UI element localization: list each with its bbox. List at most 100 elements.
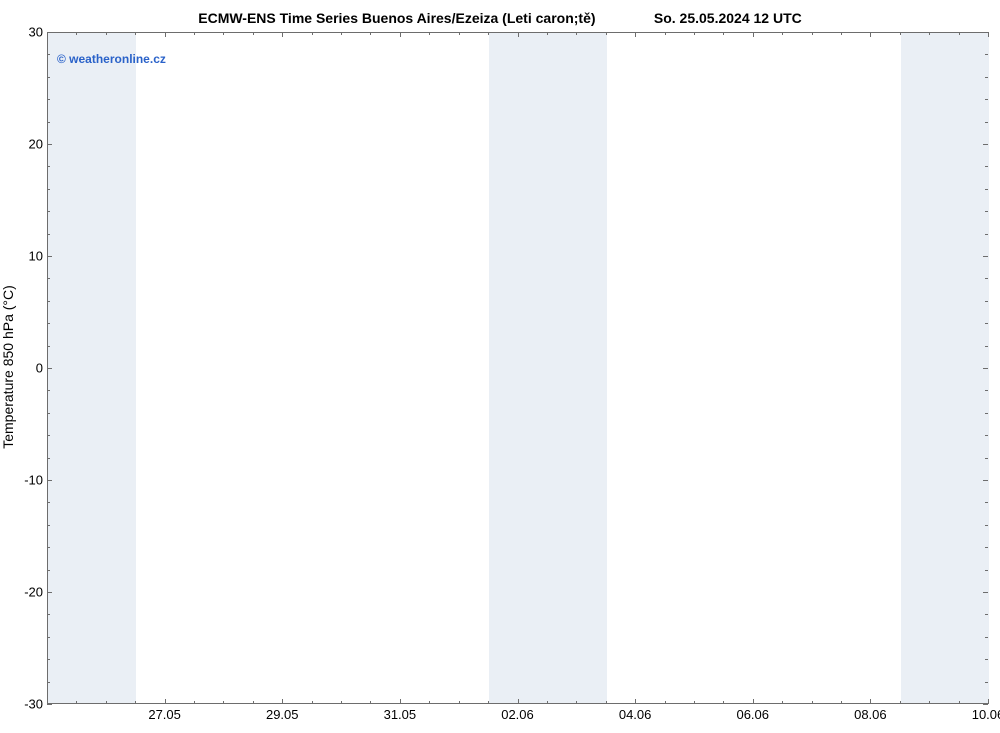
y-minor-tick [985,211,988,212]
y-tick-mark [47,368,52,369]
x-minor-tick [370,32,371,35]
x-minor-tick [370,701,371,704]
y-minor-tick [47,166,50,167]
y-minor-tick [985,525,988,526]
y-minor-tick [47,189,50,190]
y-minor-tick [47,637,50,638]
x-tick-mark [282,32,283,37]
y-minor-tick [47,122,50,123]
y-minor-tick [47,211,50,212]
x-tick-mark [400,32,401,37]
x-minor-tick [429,32,430,35]
y-minor-tick [47,346,50,347]
y-minor-tick [985,682,988,683]
y-minor-tick [47,435,50,436]
y-minor-tick [985,54,988,55]
x-tick-label: 06.06 [736,707,769,722]
y-minor-tick [985,390,988,391]
y-tick-mark [983,256,988,257]
x-minor-tick [429,701,430,704]
watermark-text: © weatheronline.cz [57,52,166,66]
x-minor-tick [576,32,577,35]
y-minor-tick [47,458,50,459]
x-minor-tick [841,701,842,704]
y-minor-tick [985,637,988,638]
y-tick-mark [983,480,988,481]
y-minor-tick [985,166,988,167]
x-minor-tick [547,32,548,35]
chart-container: ECMW-ENS Time Series Buenos Aires/Ezeiza… [0,0,1000,733]
y-minor-tick [985,234,988,235]
x-minor-tick [135,32,136,35]
y-minor-tick [47,77,50,78]
x-tick-mark [518,699,519,704]
weekend-band [489,33,607,703]
x-minor-tick [694,701,695,704]
x-tick-mark [635,699,636,704]
x-tick-label: 29.05 [266,707,299,722]
x-minor-tick [47,701,48,704]
x-minor-tick [929,701,930,704]
y-minor-tick [985,346,988,347]
x-tick-label: 02.06 [501,707,534,722]
x-tick-label: 10.06 [972,707,1000,722]
x-minor-tick [223,32,224,35]
x-minor-tick [341,701,342,704]
x-tick-mark [165,699,166,704]
y-minor-tick [985,570,988,571]
y-tick-label: 0 [3,361,43,376]
y-tick-mark [47,592,52,593]
x-minor-tick [341,32,342,35]
y-tick-mark [47,480,52,481]
x-minor-tick [135,701,136,704]
x-tick-mark [400,699,401,704]
x-tick-mark [518,32,519,37]
y-minor-tick [47,99,50,100]
x-minor-tick [547,701,548,704]
x-tick-mark [635,32,636,37]
y-minor-tick [47,390,50,391]
x-tick-label: 31.05 [384,707,417,722]
y-tick-label: 10 [3,249,43,264]
y-minor-tick [47,413,50,414]
y-minor-tick [47,278,50,279]
y-minor-tick [985,278,988,279]
weekend-band [48,33,136,703]
weekend-band [901,33,989,703]
x-minor-tick [929,32,930,35]
x-minor-tick [223,701,224,704]
y-minor-tick [985,458,988,459]
x-minor-tick [106,701,107,704]
x-minor-tick [76,32,77,35]
y-minor-tick [985,435,988,436]
y-tick-label: -10 [3,473,43,488]
chart-title: ECMW-ENS Time Series Buenos Aires/Ezeiza… [0,10,1000,26]
x-tick-label: 08.06 [854,707,887,722]
y-tick-mark [47,144,52,145]
x-minor-tick [606,701,607,704]
x-minor-tick [47,32,48,35]
x-tick-mark [988,32,989,37]
x-minor-tick [959,32,960,35]
y-tick-mark [983,704,988,705]
y-tick-label: 20 [3,137,43,152]
y-minor-tick [47,570,50,571]
x-minor-tick [312,32,313,35]
y-minor-tick [985,189,988,190]
chart-title-right: So. 25.05.2024 12 UTC [654,10,802,26]
y-minor-tick [47,234,50,235]
x-tick-mark [165,32,166,37]
x-minor-tick [812,32,813,35]
y-tick-label: -20 [3,585,43,600]
x-tick-label: 04.06 [619,707,652,722]
y-minor-tick [47,614,50,615]
y-tick-label: -30 [3,697,43,712]
x-minor-tick [959,701,960,704]
x-tick-mark [988,699,989,704]
y-tick-label: 30 [3,25,43,40]
x-minor-tick [253,32,254,35]
x-minor-tick [900,701,901,704]
x-minor-tick [782,701,783,704]
y-minor-tick [47,682,50,683]
x-minor-tick [606,32,607,35]
